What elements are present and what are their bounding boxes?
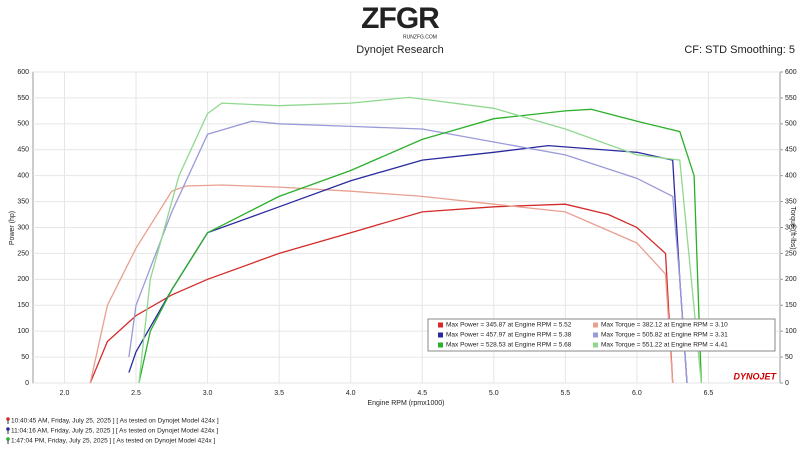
x-tick-label: 2.0	[60, 390, 70, 397]
y2-tick-label: 400	[785, 173, 797, 180]
legend-box	[427, 318, 776, 352]
y-axis-label: Power (hp)	[9, 211, 16, 245]
y2-tick-label: 150	[785, 302, 797, 309]
y-tick-label: 0	[25, 380, 29, 387]
series-line	[138, 96, 702, 384]
y-tick-label: 500	[17, 121, 29, 128]
x-tick-label: 4.0	[346, 390, 356, 397]
legend-label: Max Torque = 505.82 at Engine RPM = 3.31	[601, 332, 728, 339]
series-line	[89, 203, 674, 384]
run-icon	[6, 427, 10, 431]
y-tick-label: 300	[17, 224, 29, 231]
y2-tick-label: 50	[785, 354, 793, 361]
legend-swatch	[593, 332, 598, 338]
legend-swatch	[438, 332, 443, 338]
x-tick-label: 6.0	[632, 390, 642, 397]
y-tick-label: 350	[17, 198, 29, 205]
y2-tick-label: 250	[785, 250, 797, 257]
y-tick-label: 450	[17, 147, 29, 154]
legend-label: Max Torque = 551.22 at Engine RPM = 4.41	[601, 342, 728, 349]
x-tick-label: 5.5	[560, 390, 570, 397]
subtitle: Dynojet Research	[356, 44, 443, 56]
run-label: 10:40:45 AM, Friday, July 25, 2025 ] [ A…	[11, 418, 219, 425]
legend-swatch	[593, 322, 598, 328]
series-line	[138, 108, 702, 384]
y2-tick-label: 500	[785, 121, 797, 128]
run-label: 1:47:04 PM, Friday, July 25, 2025 ] [ As…	[11, 438, 216, 445]
y-tick-label: 600	[17, 69, 29, 76]
watermark: DYNOJET	[733, 371, 777, 381]
run-label: 11:04:16 AM, Friday, July 25, 2025 ] [ A…	[11, 428, 218, 435]
y2-tick-label: 550	[785, 95, 797, 102]
y2-tick-label: 100	[785, 328, 797, 335]
y2-tick-label: 600	[785, 69, 797, 76]
y2-tick-label: 450	[785, 147, 797, 154]
x-axis-label: Engine RPM (rpmx1000)	[367, 400, 444, 407]
x-tick-label: 4.5	[417, 390, 427, 397]
y-tick-label: 250	[17, 250, 29, 257]
run-icon	[6, 437, 10, 441]
y-tick-label: 200	[17, 276, 29, 283]
y-tick-label: 100	[17, 328, 29, 335]
y2-tick-label: 200	[785, 276, 797, 283]
y-tick-label: 400	[17, 173, 29, 180]
x-tick-label: 3.5	[274, 390, 284, 397]
y-tick-label: 50	[21, 354, 29, 361]
legend-swatch	[438, 342, 443, 348]
legend-label: Max Power = 457.97 at Engine RPM = 5.38	[446, 332, 572, 339]
legend-label: Max Power = 345.87 at Engine RPM = 5.52	[446, 322, 572, 329]
series-line	[128, 120, 688, 384]
y-tick-label: 150	[17, 302, 29, 309]
legend-swatch	[593, 342, 598, 348]
x-tick-label: 3.0	[203, 390, 213, 397]
x-tick-label: 6.5	[704, 390, 714, 397]
y2-tick-label: 300	[785, 224, 797, 231]
legend-swatch	[438, 322, 443, 328]
y2-tick-label: 0	[785, 380, 789, 387]
y-tick-label: 550	[17, 95, 29, 102]
settings: CF: STD Smoothing: 5	[684, 44, 795, 56]
run-icon	[6, 417, 10, 421]
legend-label: Max Power = 528.53 at Engine RPM = 5.68	[446, 342, 572, 349]
y2-axis-label: Torque (ft-lbs)	[789, 206, 796, 249]
series-line	[89, 184, 674, 384]
y2-tick-label: 350	[785, 198, 797, 205]
x-tick-label: 2.5	[131, 390, 141, 397]
legend-label: Max Torque = 382.12 at Engine RPM = 3.10	[601, 322, 728, 329]
footer: 10:40:45 AM, Friday, July 25, 2025 ] [ A…	[6, 417, 219, 445]
x-tick-label: 5.0	[489, 390, 499, 397]
logo-site: RUNZFG.COM	[403, 34, 437, 40]
logo: ZFGR	[361, 2, 440, 35]
